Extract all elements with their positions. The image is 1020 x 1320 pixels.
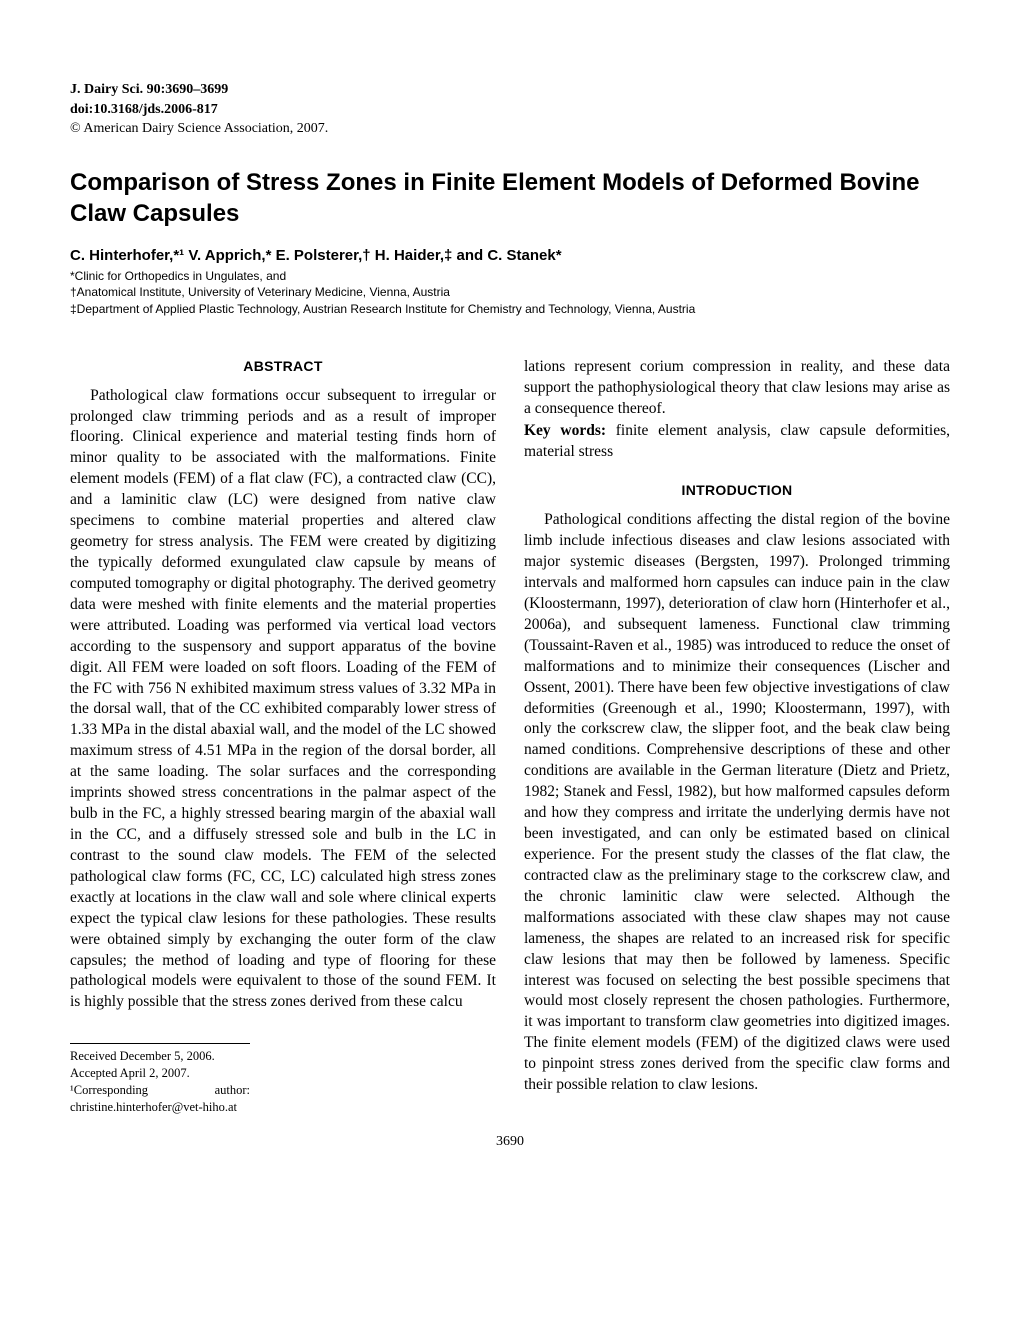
affiliation-1: *Clinic for Orthopedics in Ungulates, an…: [70, 268, 950, 284]
affiliations: *Clinic for Orthopedics in Ungulates, an…: [70, 268, 950, 317]
page-number: 3690: [70, 1134, 950, 1150]
author-list: C. Hinterhofer,*¹ V. Apprich,* E. Polste…: [70, 247, 950, 264]
doi: doi:10.3168/jds.2006-817: [70, 100, 950, 120]
left-column: ABSTRACT Pathological claw formations oc…: [70, 357, 496, 1116]
keywords-label: Key words:: [524, 422, 606, 439]
article-footer: Received December 5, 2006. Accepted Apri…: [70, 1043, 250, 1116]
article-title: Comparison of Stress Zones in Finite Ele…: [70, 167, 950, 229]
introduction-section: INTRODUCTION Pathological conditions aff…: [524, 481, 950, 1096]
keywords-line: Key words: finite element analysis, claw…: [524, 421, 950, 463]
intro-heading: INTRODUCTION: [524, 481, 950, 500]
corresponding-author: ¹Corresponding author: christine.hinterh…: [70, 1082, 250, 1116]
abstract-body: Pathological claw formations occur subse…: [70, 386, 496, 1014]
affiliation-2: †Anatomical Institute, University of Vet…: [70, 284, 950, 300]
abstract-continuation: lations represent corium compression in …: [524, 357, 950, 420]
journal-meta: J. Dairy Sci. 90:3690–3699 doi:10.3168/j…: [70, 80, 950, 139]
copyright: © American Dairy Science Association, 20…: [70, 119, 950, 139]
journal-citation: J. Dairy Sci. 90:3690–3699: [70, 80, 950, 100]
abstract-heading: ABSTRACT: [70, 357, 496, 376]
right-column: lations represent corium compression in …: [524, 357, 950, 1116]
intro-body: Pathological conditions affecting the di…: [524, 510, 950, 1096]
content-columns: ABSTRACT Pathological claw formations oc…: [70, 357, 950, 1116]
affiliation-3: ‡Department of Applied Plastic Technolog…: [70, 301, 950, 317]
received-date: Received December 5, 2006.: [70, 1048, 250, 1065]
accepted-date: Accepted April 2, 2007.: [70, 1065, 250, 1082]
